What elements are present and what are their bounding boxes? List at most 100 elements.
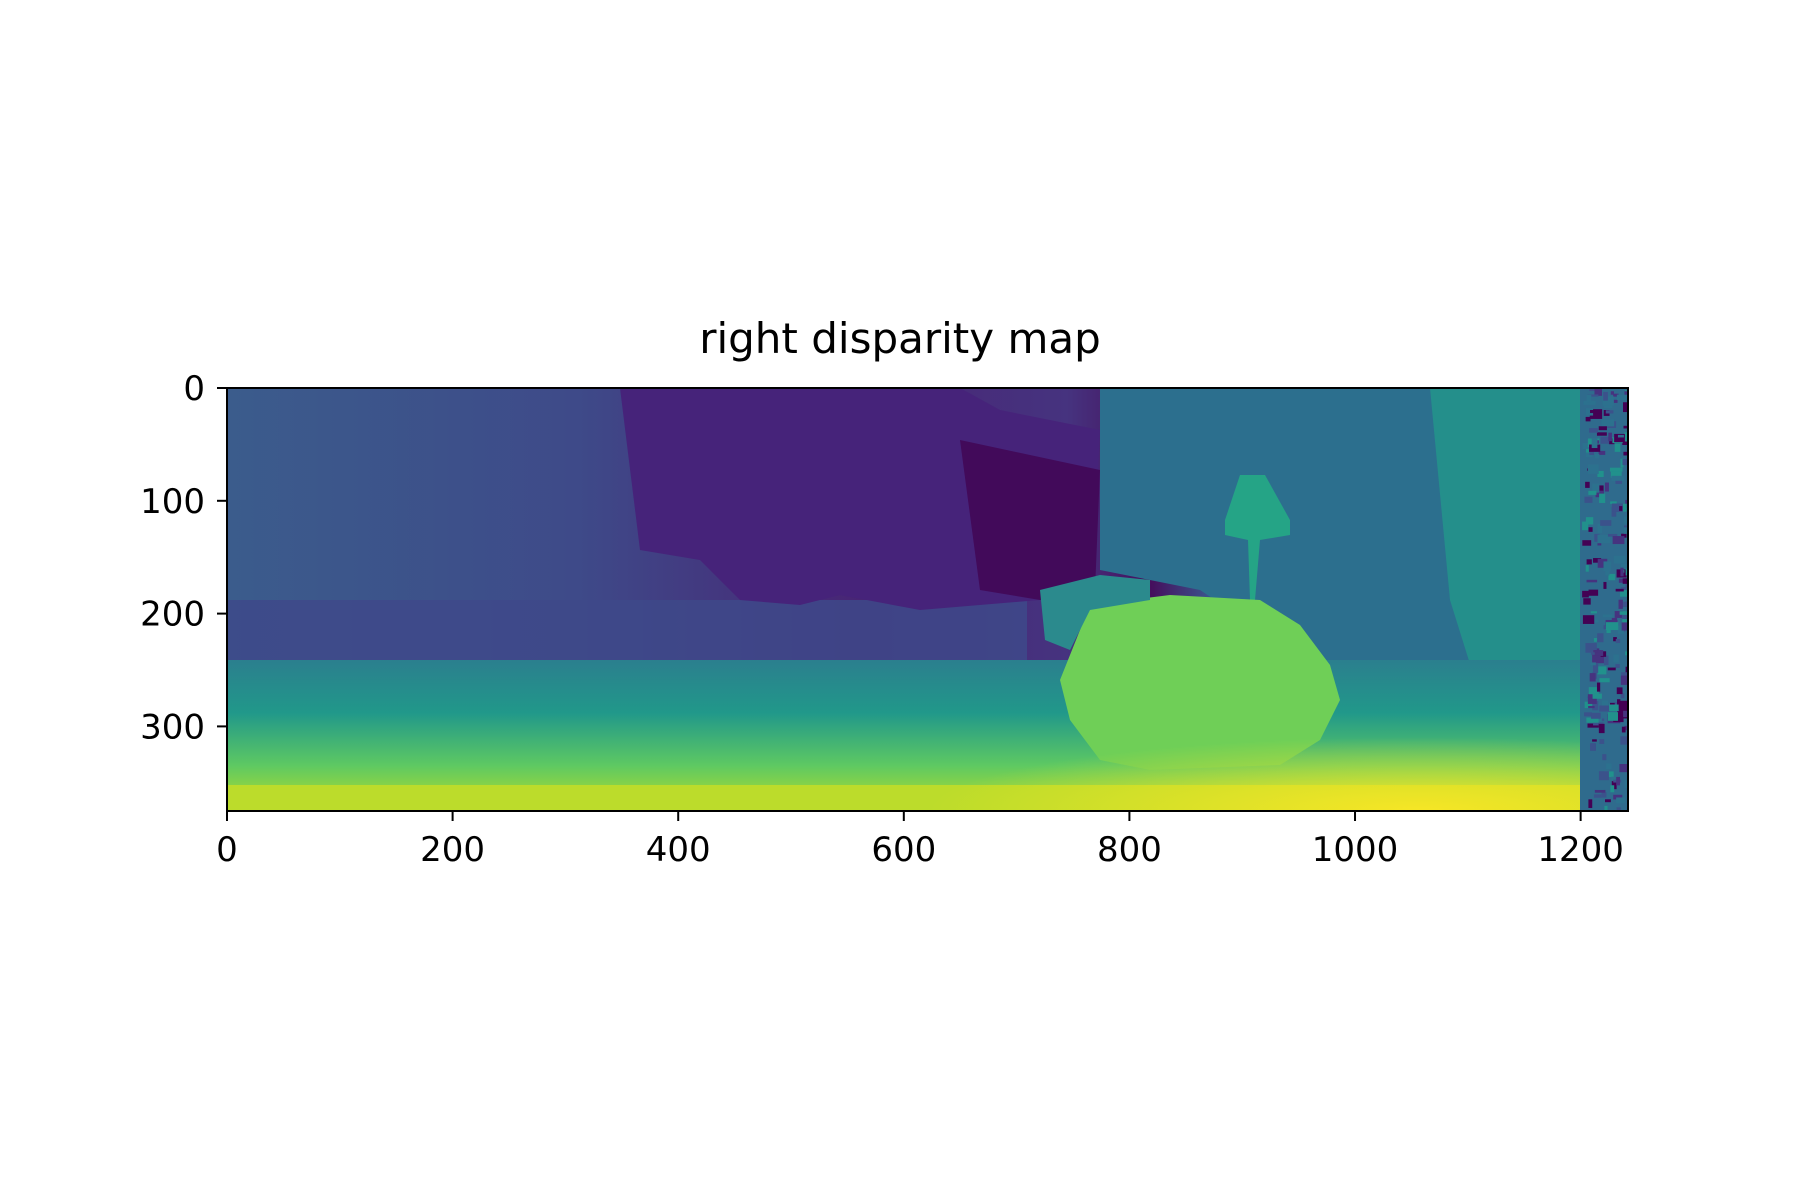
noise-speck xyxy=(1589,428,1599,433)
noise-speck xyxy=(1600,651,1607,657)
y-tick-label: 300 xyxy=(140,707,205,747)
x-tick-label: 0 xyxy=(216,830,238,870)
noise-speck xyxy=(1618,578,1627,583)
noise-speck xyxy=(1582,590,1589,598)
noise-speck xyxy=(1594,453,1600,459)
noise-speck xyxy=(1588,687,1599,695)
noise-speck xyxy=(1606,763,1612,770)
noise-speck xyxy=(1623,425,1628,429)
noise-speck xyxy=(1605,622,1619,631)
noise-speck xyxy=(1621,622,1628,631)
noise-speck xyxy=(1589,444,1601,452)
noise-speck xyxy=(1582,521,1589,531)
noise-speck xyxy=(1613,393,1619,397)
noise-speck xyxy=(1592,700,1599,711)
noise-speck xyxy=(1620,563,1628,572)
noise-speck xyxy=(1625,568,1628,576)
noise-speck xyxy=(1625,666,1628,675)
noise-speck xyxy=(1588,589,1599,596)
x-tick-label: 400 xyxy=(646,830,711,870)
noise-speck xyxy=(1600,436,1610,444)
noise-speck xyxy=(1592,483,1600,493)
noise-speck xyxy=(1613,714,1624,723)
noise-speck xyxy=(1586,717,1599,723)
noise-speck xyxy=(1611,475,1625,481)
noise-speck xyxy=(1614,611,1623,618)
noise-speck xyxy=(1609,704,1619,712)
noise-speck xyxy=(1598,450,1606,455)
noise-speck xyxy=(1584,712,1592,717)
noise-speck xyxy=(1624,725,1628,730)
noise-speck xyxy=(1620,675,1628,685)
noise-speck xyxy=(1613,654,1619,663)
y-tick-label: 100 xyxy=(140,482,205,522)
noise-speck xyxy=(1593,650,1598,653)
x-tick-label: 800 xyxy=(1097,830,1162,870)
noise-speck xyxy=(1605,410,1614,414)
noise-speck xyxy=(1619,601,1628,607)
noise-speck xyxy=(1607,533,1618,537)
noise-speck xyxy=(1606,627,1611,634)
noise-speck xyxy=(1616,797,1626,804)
noise-speck xyxy=(1622,402,1628,413)
noise-speck xyxy=(1593,794,1602,798)
noise-speck xyxy=(1621,726,1626,733)
noise-speck xyxy=(1625,651,1628,656)
chart-title: right disparity map xyxy=(699,314,1101,363)
noise-speck xyxy=(1609,467,1623,472)
noise-speck xyxy=(1592,662,1599,673)
noise-speck xyxy=(1597,523,1603,534)
noise-speck xyxy=(1596,682,1601,692)
noise-speck xyxy=(1617,699,1621,707)
noise-speck xyxy=(1582,442,1589,450)
noise-speck xyxy=(1613,555,1626,564)
noise-speck xyxy=(1604,655,1609,665)
noise-speck xyxy=(1614,433,1625,443)
noise-speck xyxy=(1620,590,1628,597)
noise-speck xyxy=(1597,470,1604,478)
noise-speck xyxy=(1590,611,1597,614)
noise-speck xyxy=(1621,533,1627,538)
noise-speck xyxy=(1588,527,1593,532)
noise-speck xyxy=(1590,650,1596,655)
noise-speck xyxy=(1602,614,1613,618)
noise-speck xyxy=(1616,776,1621,786)
noise-speck xyxy=(1602,396,1614,406)
y-tick-label: 200 xyxy=(140,595,205,635)
noise-speck xyxy=(1611,781,1617,790)
noise-speck xyxy=(1601,700,1609,710)
noise-speck xyxy=(1585,481,1590,488)
noise-speck xyxy=(1603,561,1612,571)
x-tick-label: 1000 xyxy=(1312,830,1399,870)
noise-speck xyxy=(1623,516,1628,524)
noise-speck xyxy=(1598,771,1609,781)
noise-speck xyxy=(1591,712,1601,719)
noise-speck xyxy=(1592,693,1602,699)
noise-speck xyxy=(1601,419,1615,427)
noise-speck xyxy=(1615,588,1624,592)
noise-speck xyxy=(1584,496,1593,503)
noise-speck xyxy=(1598,723,1605,734)
noise-speck xyxy=(1614,443,1621,452)
noise-speck xyxy=(1619,611,1628,615)
noise-speck xyxy=(1610,419,1615,427)
noise-speck xyxy=(1597,666,1607,675)
noise-speck xyxy=(1597,485,1604,494)
noise-speck xyxy=(1599,493,1606,503)
noise-speck xyxy=(1590,743,1596,751)
noise-speck xyxy=(1612,536,1625,545)
x-tick-label: 200 xyxy=(420,830,485,870)
noise-speck xyxy=(1587,394,1599,397)
noise-speck xyxy=(1603,625,1608,630)
noise-speck xyxy=(1603,391,1608,401)
noise-speck xyxy=(1605,799,1611,803)
noise-speck xyxy=(1582,615,1595,624)
noise-speck xyxy=(1590,662,1596,666)
noise-speck xyxy=(1589,388,1599,392)
noise-speck xyxy=(1624,780,1628,789)
noise-speck xyxy=(1615,664,1620,668)
noise-speck xyxy=(1585,447,1593,458)
noise-speck xyxy=(1594,650,1604,656)
noise-speck xyxy=(1616,807,1621,811)
